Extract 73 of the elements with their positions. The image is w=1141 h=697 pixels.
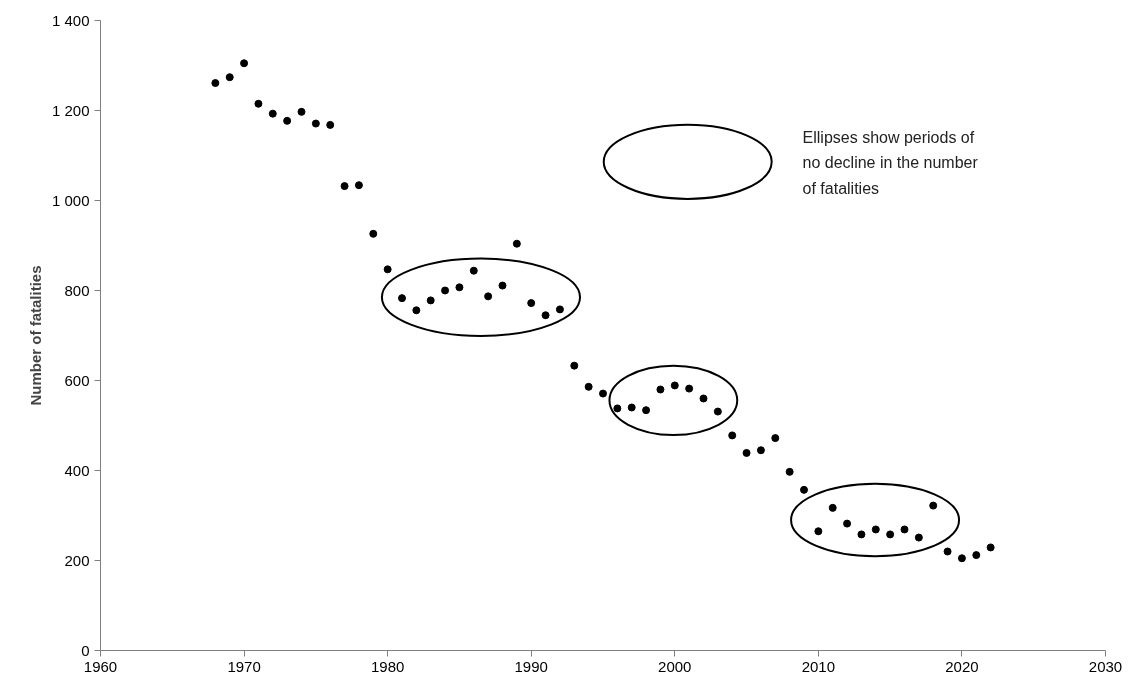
point xyxy=(871,525,880,534)
point xyxy=(297,107,306,116)
x-tick-label: 1990 xyxy=(514,657,548,675)
point xyxy=(398,294,406,303)
point xyxy=(814,527,823,536)
point xyxy=(527,299,536,308)
point xyxy=(254,99,263,108)
point xyxy=(512,239,521,248)
point xyxy=(369,229,378,238)
x-tick-label: 2020 xyxy=(945,657,979,675)
point xyxy=(412,306,421,315)
point xyxy=(742,448,751,457)
point xyxy=(354,181,363,190)
point xyxy=(929,501,938,510)
point xyxy=(240,59,249,68)
point xyxy=(455,283,464,292)
point xyxy=(627,403,636,412)
point xyxy=(484,292,493,301)
point xyxy=(599,389,607,398)
y-tick-label: 0 xyxy=(81,642,90,659)
point xyxy=(670,381,679,390)
point xyxy=(211,79,220,88)
point xyxy=(771,434,780,443)
point xyxy=(699,394,708,403)
point xyxy=(541,311,550,320)
point xyxy=(972,551,981,560)
point xyxy=(685,384,694,393)
point xyxy=(886,530,895,539)
x-tick-label: 1970 xyxy=(227,657,261,675)
point xyxy=(584,382,593,391)
x-tick-label: 1980 xyxy=(370,657,405,675)
y-axis-title: Number of fatalities xyxy=(26,265,44,406)
point xyxy=(800,485,808,494)
y-tick-label: 600 xyxy=(64,372,90,389)
y-tick-label: 1 200 xyxy=(51,102,90,119)
point xyxy=(656,385,665,394)
point xyxy=(570,361,579,370)
point xyxy=(426,296,435,305)
point xyxy=(311,119,320,128)
point xyxy=(441,286,450,295)
y-tick-label: 400 xyxy=(64,462,90,479)
point xyxy=(785,467,794,476)
y-tick-label: 1 400 xyxy=(51,12,90,29)
point xyxy=(756,446,765,455)
point xyxy=(843,519,852,528)
x-tick-label: 1960 xyxy=(83,657,118,675)
x-tick-label: 2000 xyxy=(658,657,692,675)
point xyxy=(728,431,737,440)
point xyxy=(340,182,349,191)
point xyxy=(383,265,392,274)
point xyxy=(469,266,478,275)
point xyxy=(986,543,995,552)
point xyxy=(914,533,923,542)
point xyxy=(943,547,952,556)
point xyxy=(642,406,651,415)
point xyxy=(900,525,909,534)
x-tick-label: 2010 xyxy=(801,657,836,675)
point xyxy=(283,116,292,125)
point xyxy=(613,404,622,413)
point xyxy=(326,120,335,129)
y-tick-label: 1 000 xyxy=(51,192,90,209)
annotation: Ellipses show periods of no decline in the number of fatalities xyxy=(802,128,979,197)
point xyxy=(225,73,234,82)
point xyxy=(555,305,564,314)
point xyxy=(957,554,966,563)
x-tick-label: 2030 xyxy=(1088,657,1123,675)
point xyxy=(498,281,507,290)
point xyxy=(713,407,722,416)
point xyxy=(268,109,277,118)
y-tick-label: 800 xyxy=(64,282,90,299)
y-tick-label: 200 xyxy=(64,552,90,569)
point xyxy=(857,530,866,539)
point xyxy=(828,503,837,512)
